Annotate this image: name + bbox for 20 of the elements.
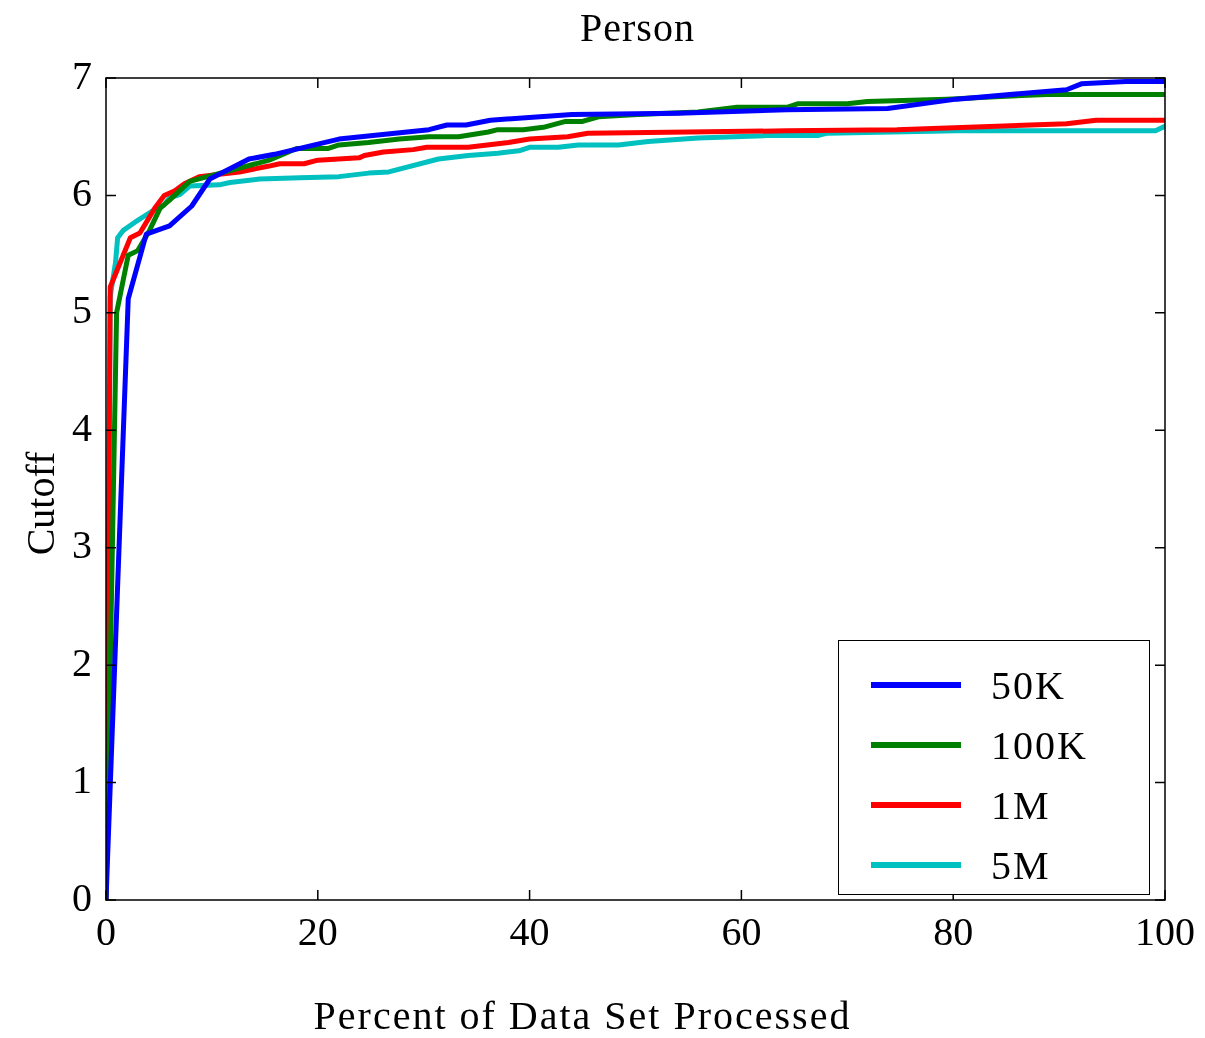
- x-axis-title: Percent of Data Set Processed: [312, 992, 853, 1038]
- x-tick-label: 40: [509, 908, 550, 954]
- y-tick-label: 2: [72, 639, 92, 685]
- y-axis-title: Cutoff: [16, 450, 64, 558]
- x-tick-label: 80: [933, 908, 974, 954]
- y-tick-label: 6: [72, 169, 92, 215]
- y-tick-label: 4: [72, 404, 92, 450]
- chart-title: Person: [579, 4, 696, 51]
- legend-label: 100K: [991, 721, 1088, 769]
- legend-label: 50K: [991, 661, 1066, 709]
- legend-label: 1M: [991, 781, 1051, 829]
- y-tick-label: 5: [72, 287, 92, 333]
- legend-label: 5M: [991, 841, 1051, 889]
- y-tick-label: 3: [72, 522, 92, 568]
- y-tick-label: 1: [72, 757, 92, 803]
- x-tick-label: 100: [1135, 908, 1195, 954]
- y-tick-label: 7: [72, 52, 92, 98]
- x-tick-label: 20: [297, 908, 338, 954]
- y-tick-label: 0: [72, 874, 92, 920]
- x-tick-label: 60: [721, 908, 762, 954]
